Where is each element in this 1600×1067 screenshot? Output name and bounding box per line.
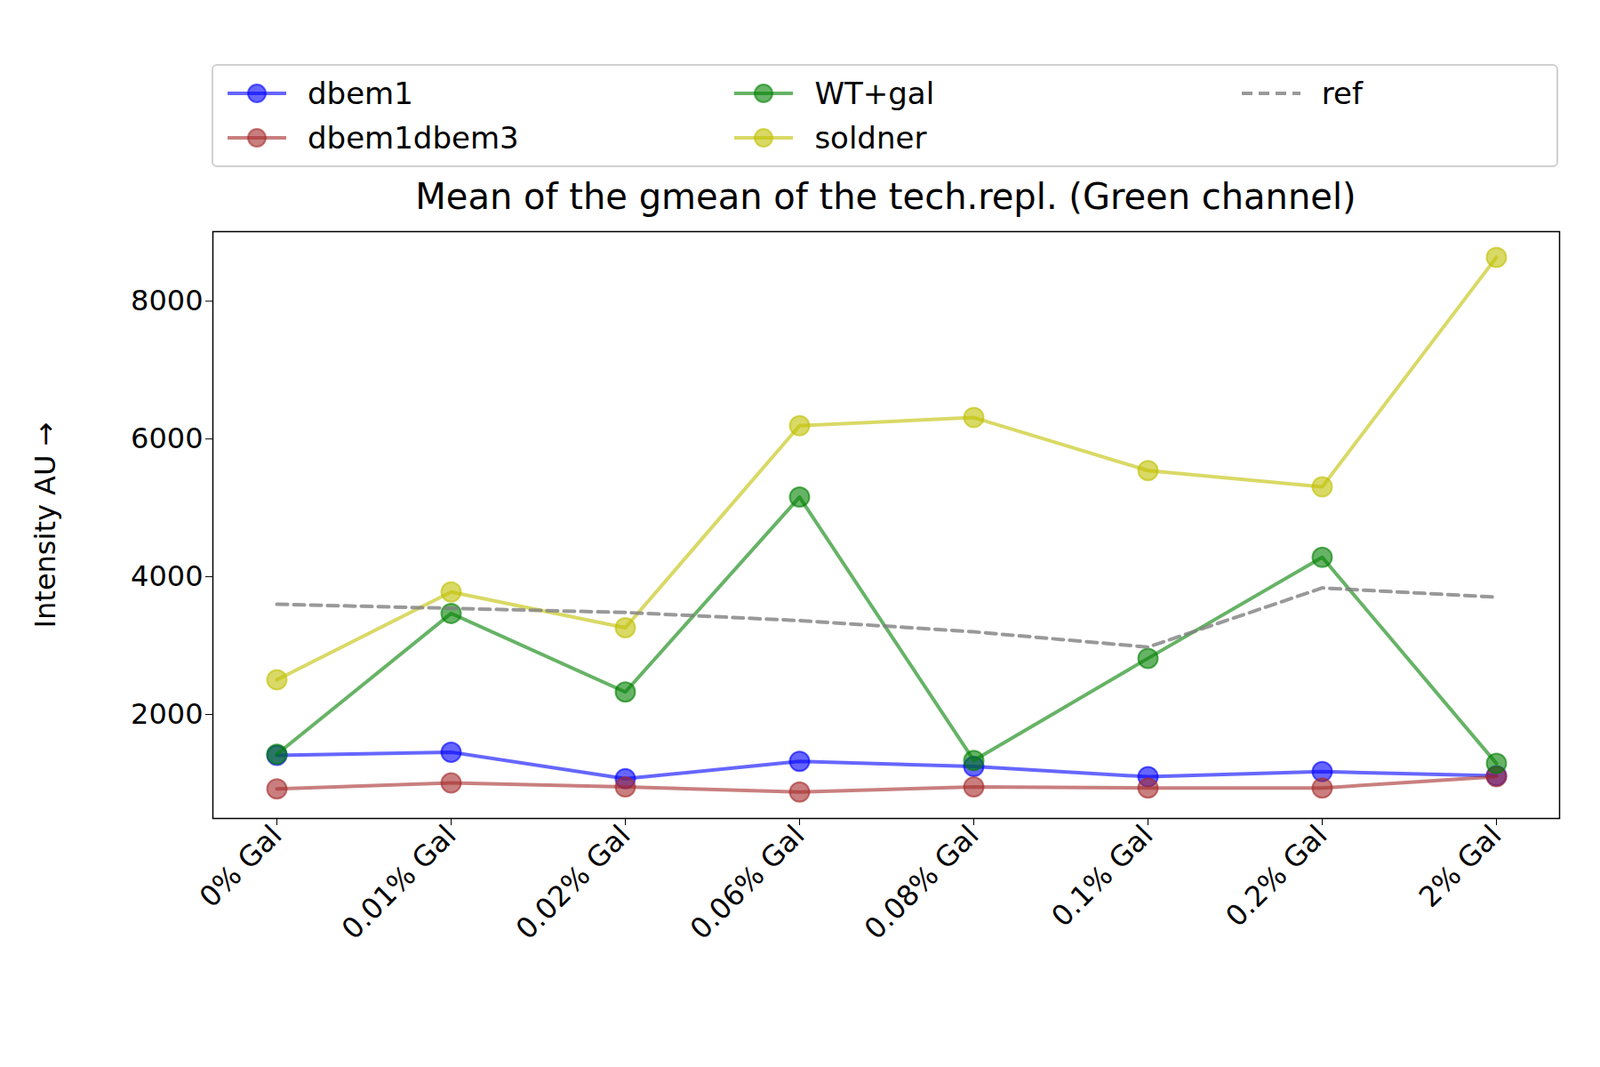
svg-text:0% Gal: 0% Gal	[192, 817, 289, 914]
svg-text:4000: 4000	[130, 559, 203, 593]
html-text:soldner: soldner	[814, 120, 927, 156]
svg-text:0.02% Gal: 0.02% Gal	[509, 817, 638, 946]
svg-text:0.1% Gal: 0.1% Gal	[1044, 817, 1160, 933]
svg-text:6000: 6000	[130, 421, 203, 456]
html-text:WT+gal: WT+gal	[814, 75, 935, 112]
svg-text:0.2% Gal: 0.2% Gal	[1218, 817, 1334, 933]
html-text:dbem1: dbem1	[307, 75, 414, 112]
html-text:ref: ref	[1321, 75, 1363, 112]
svg-text:0.06% Gal: 0.06% Gal	[683, 817, 812, 946]
svg-text:8000: 8000	[130, 283, 203, 318]
svg-text:0.08% Gal: 0.08% Gal	[857, 817, 986, 946]
svg-text:2% Gal: 2% Gal	[1412, 817, 1509, 914]
html-text:dbem1dbem3: dbem1dbem3	[307, 120, 519, 156]
svg-text:2000: 2000	[130, 696, 203, 731]
html-text:Mean of the gmean of the tech.: Mean of the gmean of the tech.repl. (Gre…	[415, 176, 1357, 217]
svg-text:0.01% Gal: 0.01% Gal	[335, 817, 464, 946]
svg-text:Intensity AU →: Intensity AU →	[28, 422, 63, 629]
